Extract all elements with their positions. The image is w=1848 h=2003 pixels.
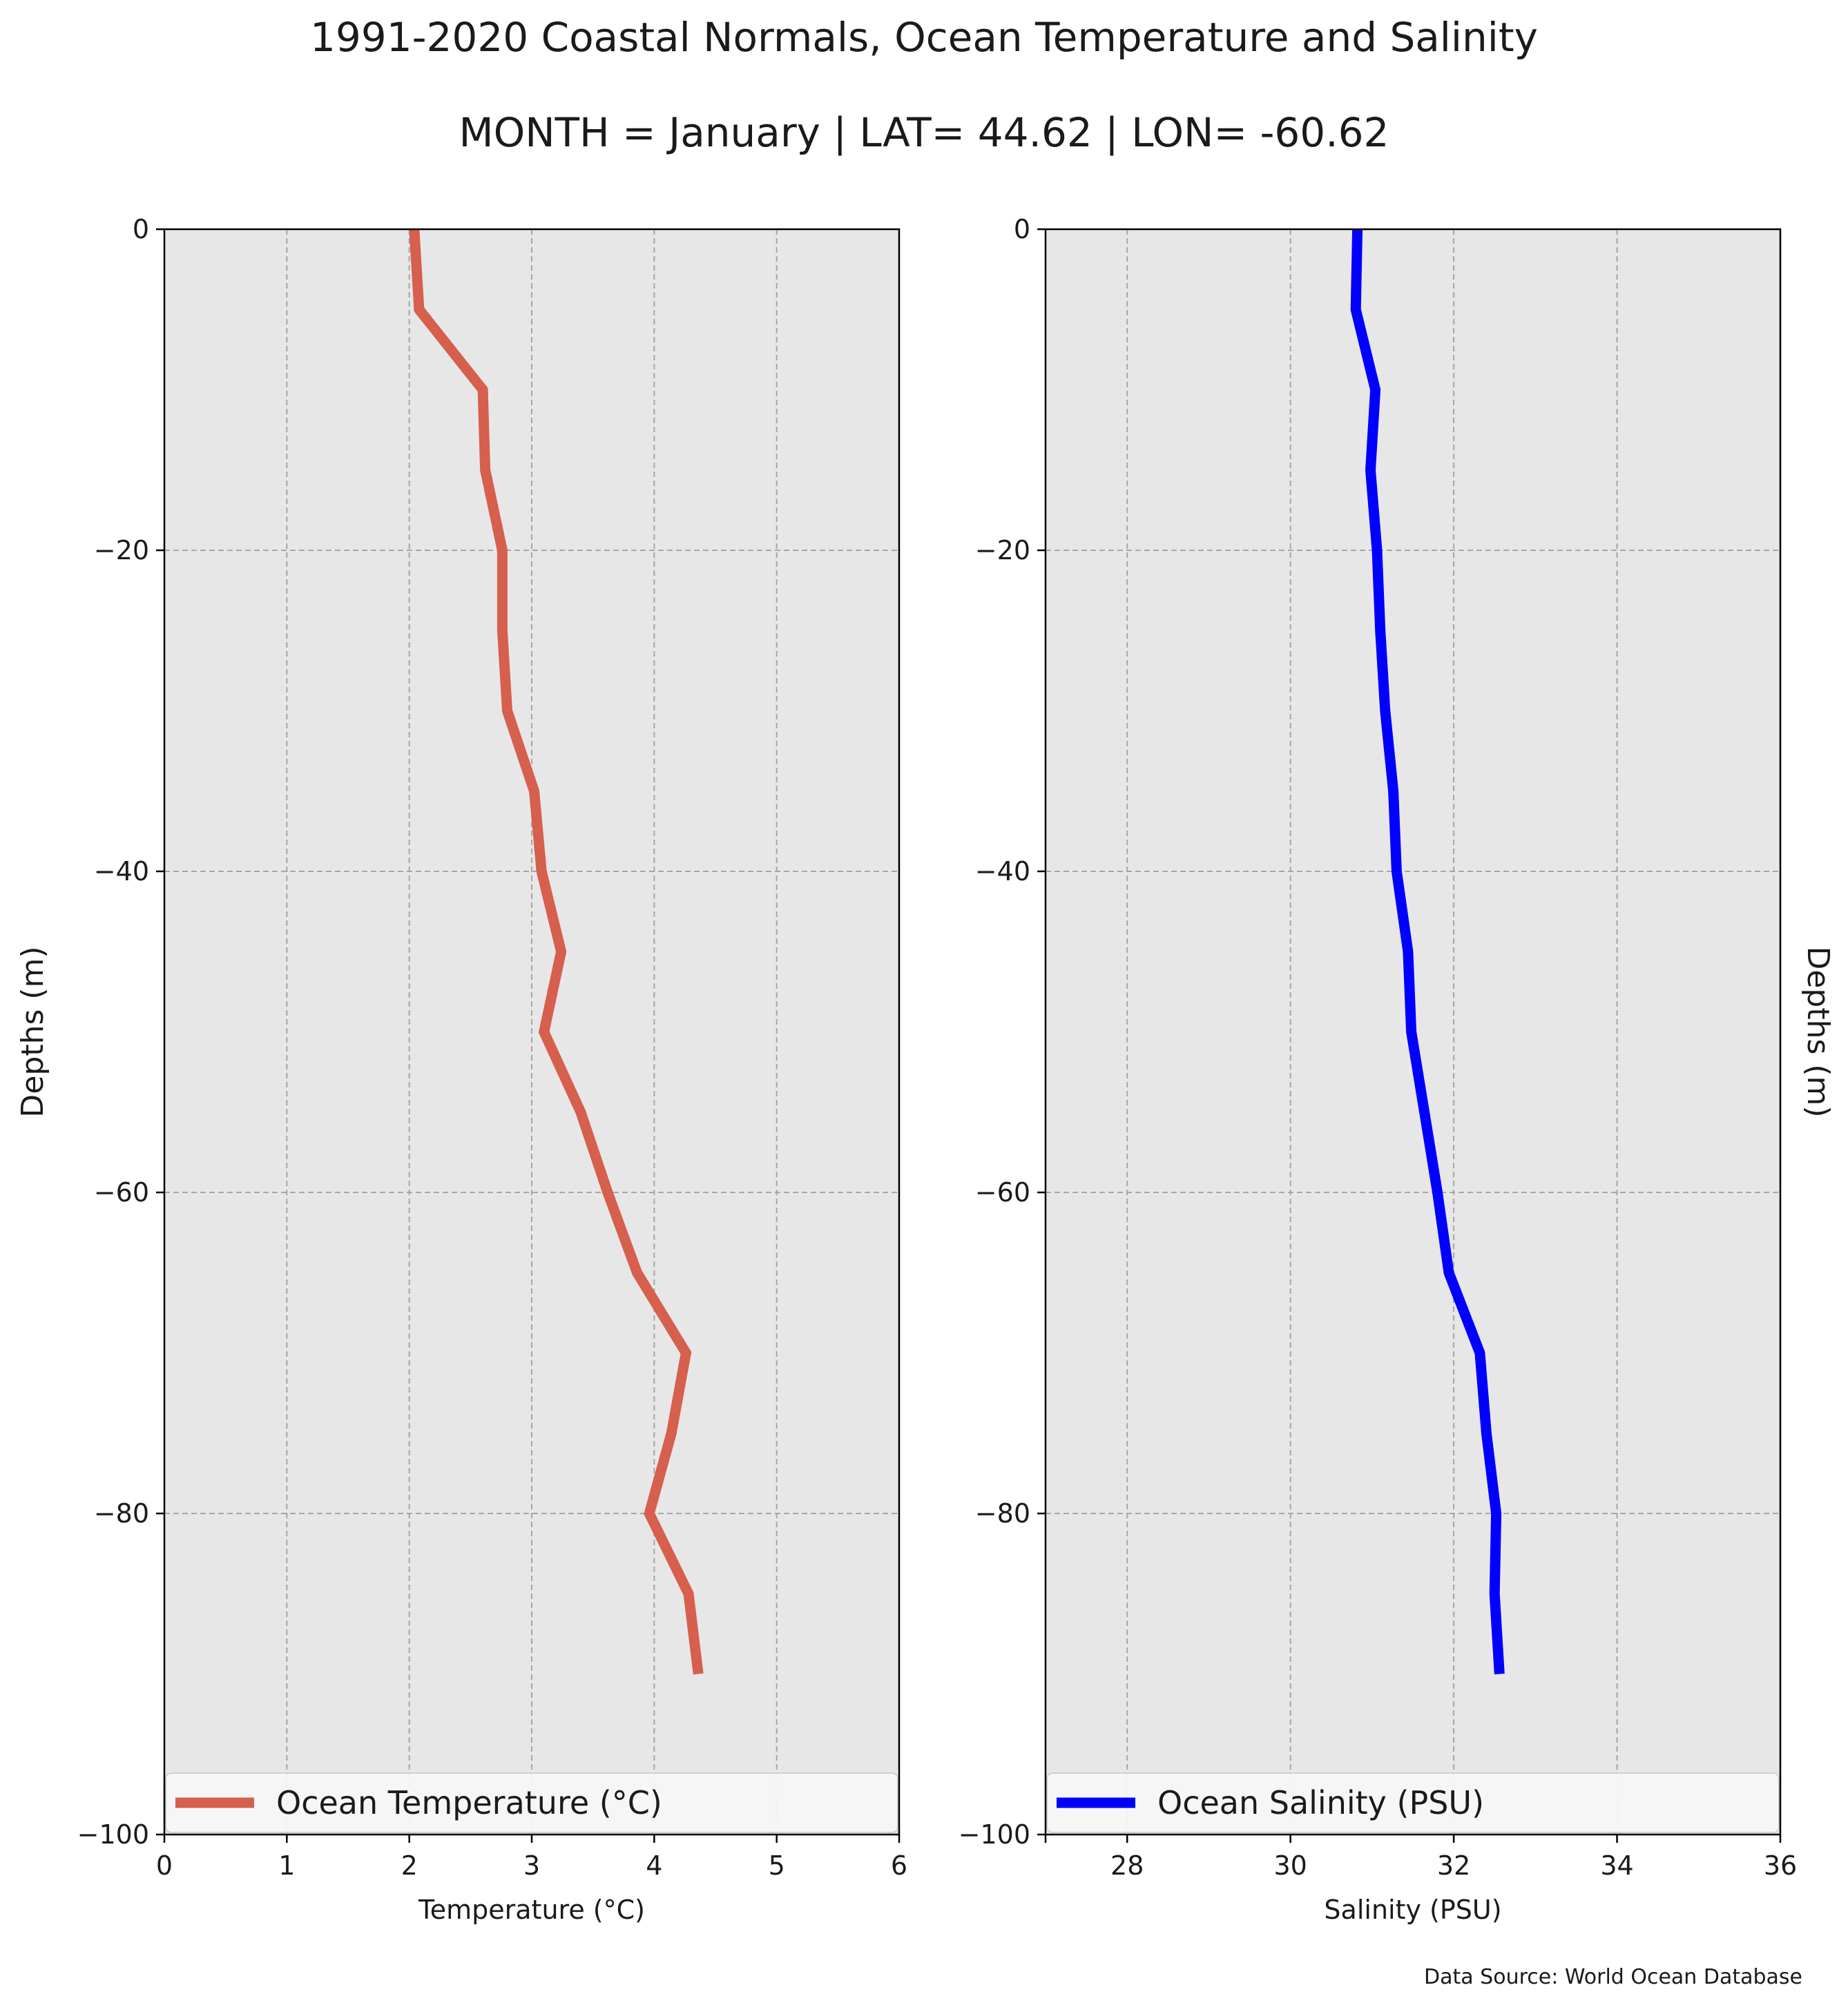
x-tick-label: 1 (278, 1850, 295, 1881)
x-tick-label: 5 (769, 1850, 785, 1881)
salinity-panel: Ocean Salinity (PSU) 28 30 32 34 36 0 −20 −40 −… (959, 214, 1836, 1925)
y-tick-label: −20 (94, 535, 149, 565)
y-tick-label: −60 (975, 1177, 1030, 1208)
series-line (1350, 229, 1505, 1674)
x-tick-label: 3 (523, 1850, 540, 1881)
y-tick-label: 0 (133, 214, 149, 244)
temperature-legend-box (165, 1772, 898, 1833)
series-line (409, 229, 704, 1675)
y-tick-label: 0 (1014, 214, 1030, 244)
x-tick-label: 34 (1600, 1850, 1633, 1881)
x-tick-label: 0 (156, 1850, 173, 1881)
salinity-y-axis-label: Depths (m) (1800, 946, 1836, 1117)
temperature-panel: Ocean Temperature (°C) 0 1 2 3 4 5 6 0 −20 −40 −6… (15, 214, 907, 1925)
temperature-legend-label: Ocean Temperature (°C) (276, 1784, 662, 1821)
salinity-legend: Ocean Salinity (PSU) (1046, 1772, 1780, 1833)
y-tick-label: −80 (94, 1498, 149, 1529)
salinity-x-axis-label: Salinity (PSU) (1324, 1895, 1501, 1925)
x-tick-label: 2 (401, 1850, 418, 1881)
temperature-gridlines (164, 229, 899, 1835)
temperature-y-ticks: 0 −20 −40 −60 −80 −100 (77, 214, 164, 1850)
y-tick-label: −40 (94, 856, 149, 887)
figure-subtitle: MONTH = January | LAT= 44.62 | LON= -60.… (459, 109, 1389, 156)
salinity-y-ticks: 0 −20 −40 −60 −80 −100 (959, 214, 1046, 1850)
salinity-gridlines (1046, 229, 1780, 1835)
salinity-legend-label: Ocean Salinity (PSU) (1157, 1784, 1484, 1821)
salinity-x-ticks: 28 30 32 34 36 (1044, 1835, 1797, 1881)
y-tick-label: −40 (975, 856, 1030, 887)
x-tick-label: 28 (1110, 1850, 1144, 1881)
x-tick-label: 6 (891, 1850, 907, 1881)
salinity-series (1350, 229, 1505, 1674)
temperature-x-ticks: 0 1 2 3 4 5 6 (156, 1835, 907, 1881)
x-tick-label: 32 (1437, 1850, 1470, 1881)
temperature-series (409, 229, 704, 1675)
y-tick-label: −60 (94, 1177, 149, 1208)
salinity-axes-frame (1044, 228, 1782, 1836)
x-tick-label: 36 (1764, 1850, 1797, 1881)
y-tick-label: −80 (975, 1498, 1030, 1529)
temperature-legend: Ocean Temperature (°C) (165, 1772, 898, 1833)
x-tick-label: 30 (1273, 1850, 1307, 1881)
salinity-legend-box (1046, 1772, 1780, 1833)
y-tick-label: −20 (975, 535, 1030, 565)
data-source-note: Data Source: World Ocean Database (1424, 1965, 1802, 1989)
figure-title: 1991-2020 Coastal Normals, Ocean Tempera… (310, 14, 1538, 61)
x-tick-label: 4 (646, 1850, 662, 1881)
y-tick-label: −100 (959, 1819, 1030, 1850)
y-tick-label: −100 (77, 1819, 149, 1850)
temperature-x-axis-label: Temperature (°C) (418, 1895, 645, 1925)
temperature-y-axis-label: Depths (m) (15, 946, 50, 1117)
